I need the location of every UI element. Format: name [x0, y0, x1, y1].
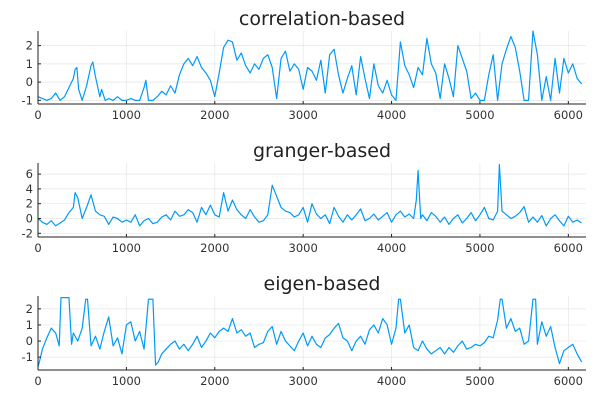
x-tick-label: 0	[34, 241, 41, 255]
y-tick-label: 2	[26, 197, 33, 211]
x-tick-label: 4000	[377, 108, 406, 122]
x-tick-label: 5000	[465, 241, 494, 255]
x-tick-label: 2000	[200, 374, 229, 388]
x-tick-label: 1000	[112, 241, 141, 255]
x-tick-label: 6000	[554, 374, 583, 388]
x-tick-label: 0	[34, 108, 41, 122]
chart-correlation-based: correlation-based 0 1000 2000 3000 4000 5000 60…	[22, 8, 586, 122]
y-tick-label: 1	[26, 57, 33, 71]
x-tick-label: 3000	[289, 241, 318, 255]
y-tick-label: 1	[26, 318, 33, 332]
x-tick-label: 3000	[289, 374, 318, 388]
y-tick-label: 2	[26, 39, 33, 53]
y-tick-label: 6	[26, 167, 33, 181]
x-tick-label: 5000	[465, 108, 494, 122]
y-tick-label: -2	[22, 226, 33, 240]
y-tick-label: -1	[22, 93, 33, 107]
x-tick-label: 2000	[200, 108, 229, 122]
y-tick-label: 4	[26, 182, 33, 196]
chart-granger-based: granger-based 0 1000 2000 3000 4000 5000 6000 -2…	[22, 140, 586, 255]
x-tick-label: 1000	[112, 374, 141, 388]
x-tick-label: 5000	[465, 374, 494, 388]
y-tick-label: -1	[22, 350, 33, 364]
x-tick-label: 0	[34, 374, 41, 388]
y-tick-label: 0	[26, 212, 33, 226]
chart-title: correlation-based	[239, 8, 405, 30]
y-tick-label: 0	[26, 334, 33, 348]
chart-title: eigen-based	[264, 273, 381, 295]
x-tick-label: 1000	[112, 108, 141, 122]
x-tick-label: 6000	[554, 108, 583, 122]
series-line	[37, 30, 583, 101]
x-tick-label: 4000	[377, 374, 406, 388]
chart-title: granger-based	[253, 140, 391, 162]
y-tick-label: 0	[26, 75, 33, 89]
x-tick-label: 2000	[200, 241, 229, 255]
x-tick-label: 3000	[289, 108, 318, 122]
x-tick-label: 4000	[377, 241, 406, 255]
y-tick-label: 2	[26, 302, 33, 316]
series-line	[37, 163, 582, 227]
series-line	[37, 297, 583, 367]
x-tick-label: 6000	[554, 241, 583, 255]
